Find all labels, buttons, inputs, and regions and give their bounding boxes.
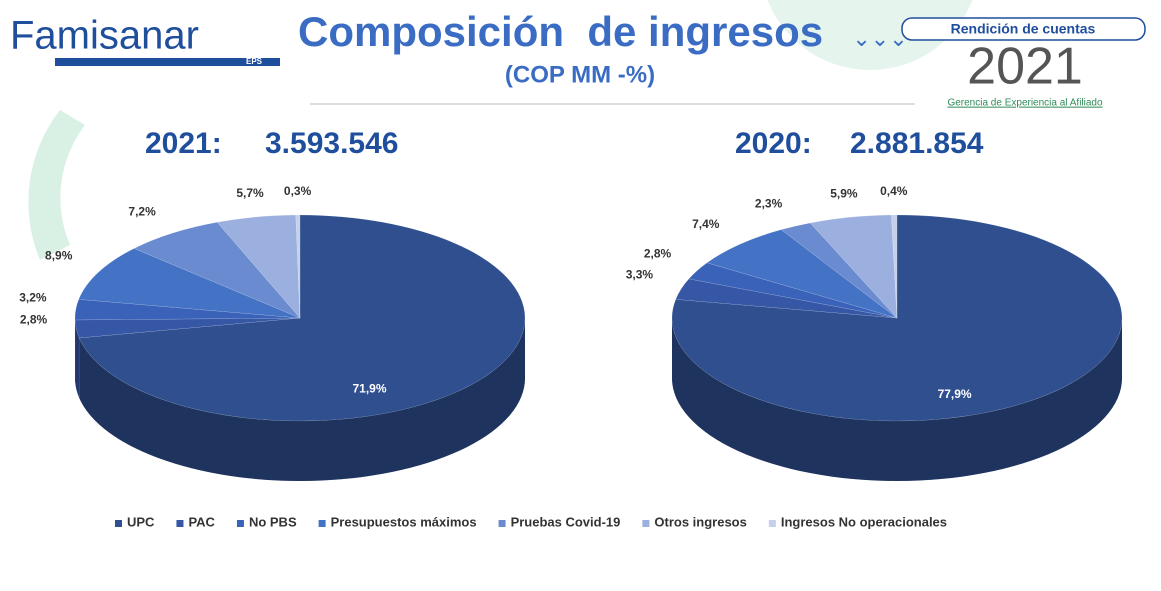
legend-label: UPC	[127, 514, 155, 529]
pie-total: 2.881.854	[850, 127, 984, 160]
subtitle: (COP MM -%)	[505, 61, 655, 88]
value-label: 2,3%	[755, 196, 783, 210]
value-label: 71,9%	[353, 381, 387, 395]
legend-label: Ingresos No operacionales	[781, 514, 947, 529]
logo: Famisanar	[10, 14, 199, 58]
legend-label: Otros ingresos	[654, 514, 746, 529]
value-label: 3,2%	[19, 291, 47, 305]
legend-label: PAC	[188, 514, 215, 529]
legend-label: No PBS	[249, 514, 297, 529]
value-label: 77,9%	[938, 387, 972, 401]
value-label: 8,9%	[45, 248, 73, 262]
legend-swatch	[176, 520, 183, 527]
decor-arc	[28, 110, 85, 260]
value-label: 5,9%	[830, 186, 858, 200]
badge: Rendición de cuentas	[951, 21, 1096, 37]
value-label: 2,8%	[644, 247, 672, 261]
slide: Famisanar EPS Composición de ingresos (C…	[0, 0, 1161, 591]
value-label: 7,2%	[128, 204, 156, 218]
pie-title: 2020:	[735, 127, 812, 160]
title: Composición de ingresos	[298, 8, 823, 55]
value-label: 7,4%	[692, 217, 720, 231]
legend-swatch	[237, 520, 244, 527]
value-label: 2,8%	[20, 313, 48, 327]
value-label: 0,3%	[284, 184, 312, 198]
legend-label: Pruebas Covid-19	[511, 514, 621, 529]
badge-year: 2021	[967, 38, 1083, 96]
legend-swatch	[319, 520, 326, 527]
chevrons: ⌄⌄⌄	[852, 26, 907, 51]
legend-swatch	[115, 520, 122, 527]
legend-swatch	[642, 520, 649, 527]
department: Gerencia de Experiencia al Afiliado	[947, 98, 1103, 109]
legend-swatch	[499, 520, 506, 527]
value-label: 5,7%	[236, 186, 264, 200]
pie-total: 3.593.546	[265, 127, 398, 160]
legend-label: Presupuestos máximos	[331, 514, 477, 529]
legend-swatch	[769, 520, 776, 527]
logo-sub: EPS	[246, 57, 263, 66]
pie-title: 2021:	[145, 127, 222, 160]
value-label: 0,4%	[880, 184, 908, 198]
value-label: 3,3%	[626, 267, 654, 281]
